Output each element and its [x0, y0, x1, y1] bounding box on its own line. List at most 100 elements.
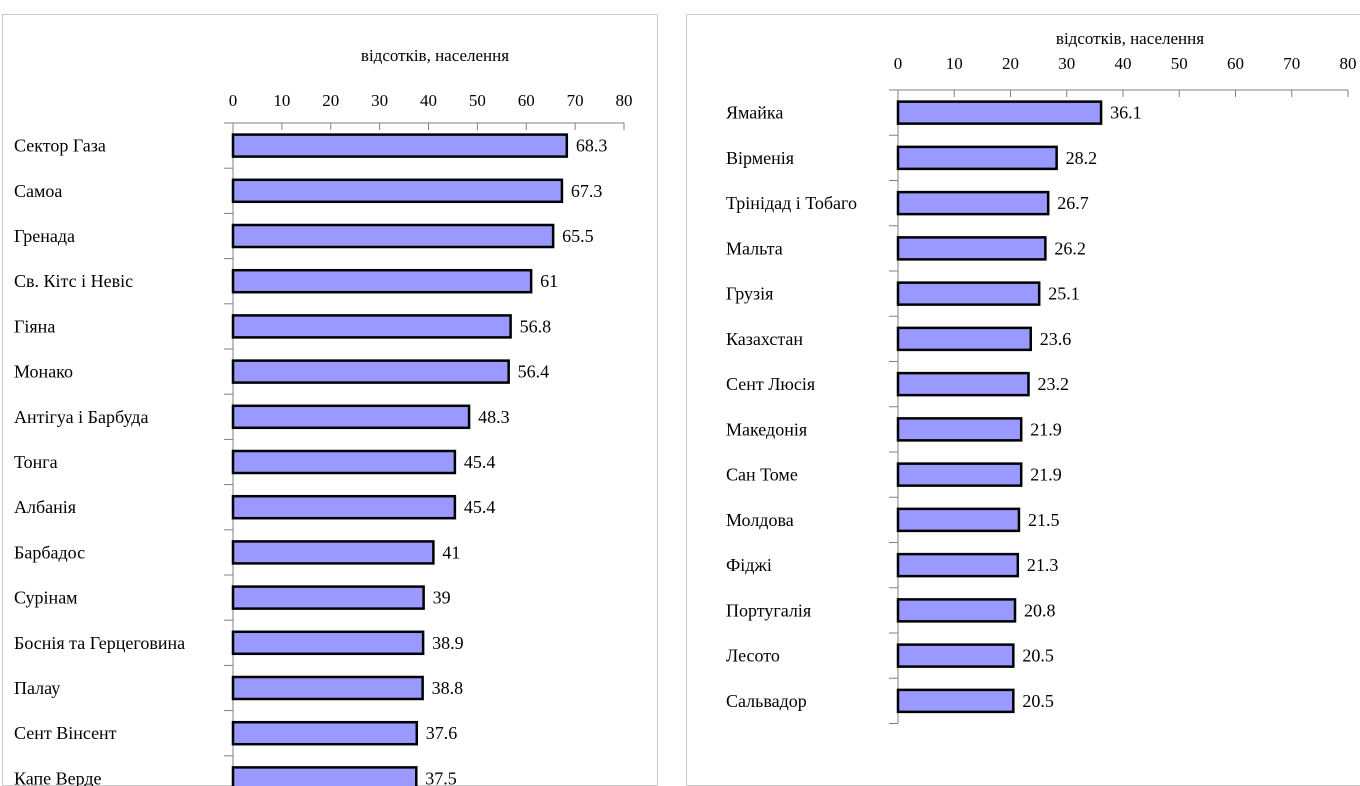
right-category-label: Португалія [726, 600, 811, 620]
right-value-label: 26.2 [1054, 238, 1086, 258]
right-x-tick-label: 0 [894, 54, 903, 73]
right-bar [896, 688, 1015, 714]
right-x-tick-label: 30 [1058, 54, 1075, 73]
left-x-tick-label: 10 [273, 91, 290, 110]
right-bar [896, 598, 1017, 623]
right-category-label: Лесото [726, 646, 780, 666]
left-bar [231, 223, 555, 249]
left-category-label: Антігуа і Барбуда [14, 407, 148, 427]
left-bar [231, 314, 512, 339]
right-x-tick-label: 20 [1002, 54, 1019, 73]
right-category-label: Мальта [726, 238, 783, 258]
left-bar [231, 404, 471, 430]
left-bar [231, 449, 457, 475]
left-bar [231, 766, 418, 786]
right-value-label: 23.2 [1038, 374, 1070, 394]
right-bar [896, 507, 1021, 533]
left-value-label: 61 [540, 271, 558, 291]
left-value-label: 37.5 [425, 768, 457, 786]
right-value-label: 28.2 [1066, 148, 1098, 168]
left-x-tick-label: 30 [371, 91, 388, 110]
left-x-tick-label: 70 [567, 91, 584, 110]
chart-left: відсотків, населення 0 10 20 30 40 50 60 70 80 Се… [14, 46, 633, 786]
right-x-tick-label: 70 [1283, 54, 1300, 73]
right-category-label: Македонія [726, 419, 807, 439]
left-value-label: 48.3 [478, 407, 510, 427]
right-x-tick-label: 40 [1115, 54, 1132, 73]
left-value-label: 56.8 [520, 316, 552, 336]
left-value-label: 45.4 [464, 497, 496, 517]
right-value-label: 21.3 [1027, 555, 1059, 575]
right-value-label: 20.5 [1022, 646, 1054, 666]
right-x-tick-label: 50 [1171, 54, 1188, 73]
left-value-label: 38.9 [432, 633, 464, 653]
right-x-tick-label: 80 [1340, 54, 1357, 73]
left-bar [231, 720, 419, 746]
left-category-label: Сектор Газа [14, 136, 106, 156]
right-category-label: Казахстан [726, 329, 803, 349]
left-category-label: Св. Кітс і Невіс [14, 271, 133, 291]
right-category-label: Сальвадор [726, 691, 807, 711]
left-category-label: Барбадос [14, 542, 85, 562]
left-value-label: 56.4 [518, 362, 550, 382]
left-x-tick-label: 80 [616, 91, 633, 110]
right-bar [896, 417, 1023, 442]
right-bar [896, 462, 1023, 487]
right-value-label: 21.9 [1030, 419, 1062, 439]
right-bar [896, 190, 1050, 216]
left-category-label: Палау [14, 678, 60, 698]
left-axis-title: відсотків, населення [361, 46, 509, 65]
left-bar [231, 178, 564, 204]
right-value-label: 25.1 [1048, 284, 1080, 304]
left-value-label: 45.4 [464, 452, 496, 472]
left-value-label: 68.3 [576, 136, 608, 156]
left-value-label: 65.5 [562, 226, 594, 246]
left-category-label: Гіяна [14, 316, 55, 336]
left-category-label: Гренада [14, 226, 75, 246]
left-x-tick-label: 60 [518, 91, 535, 110]
left-x-tick-label: 40 [420, 91, 437, 110]
left-bar [231, 630, 425, 656]
left-x-tick-label: 50 [469, 91, 486, 110]
chart-right: відсотків, населення 0 10 20 30 40 50 60 70 80 Ям… [726, 29, 1357, 724]
right-value-label: 21.5 [1028, 510, 1060, 530]
left-bar [231, 540, 435, 565]
right-category-label: Фіджі [726, 555, 772, 575]
left-category-label: Сурінам [14, 588, 78, 608]
right-category-label: Молдова [726, 510, 794, 530]
left-category-label: Сент Вінсент [14, 723, 117, 743]
right-bar [896, 371, 1030, 397]
right-x-tick-label: 60 [1227, 54, 1244, 73]
right-value-label: 20.8 [1024, 600, 1056, 620]
left-bar [231, 133, 569, 158]
chart-panel-right [686, 14, 1360, 786]
right-value-label: 23.6 [1040, 329, 1072, 349]
right-bar [896, 643, 1015, 668]
left-bar [231, 359, 510, 384]
left-value-label: 67.3 [571, 181, 603, 201]
left-category-label: Самоа [14, 181, 62, 201]
left-value-label: 38.8 [432, 678, 464, 698]
right-bar [896, 552, 1020, 578]
right-category-label: Трінідад і Тобаго [726, 193, 857, 213]
right-axis-title: відсотків, населення [1056, 29, 1204, 48]
left-x-tick-label: 0 [229, 91, 238, 110]
right-category-label: Сан Томе [726, 465, 798, 485]
left-category-label: Албанія [14, 497, 76, 517]
right-bar [896, 145, 1058, 171]
right-bar [896, 326, 1032, 352]
left-value-label: 41 [442, 542, 460, 562]
left-x-tick-label: 20 [322, 91, 339, 110]
right-value-label: 36.1 [1110, 103, 1142, 123]
left-category-label: Тонга [14, 452, 58, 472]
right-category-label: Ямайка [726, 103, 783, 123]
left-value-label: 37.6 [426, 723, 458, 743]
right-bar [896, 236, 1047, 261]
left-bar [231, 494, 457, 520]
left-category-label: Капе Верде [14, 768, 102, 786]
left-value-label: 39 [433, 588, 451, 608]
left-bar [231, 675, 424, 701]
right-category-label: Грузія [726, 284, 773, 304]
right-bar [896, 100, 1103, 125]
